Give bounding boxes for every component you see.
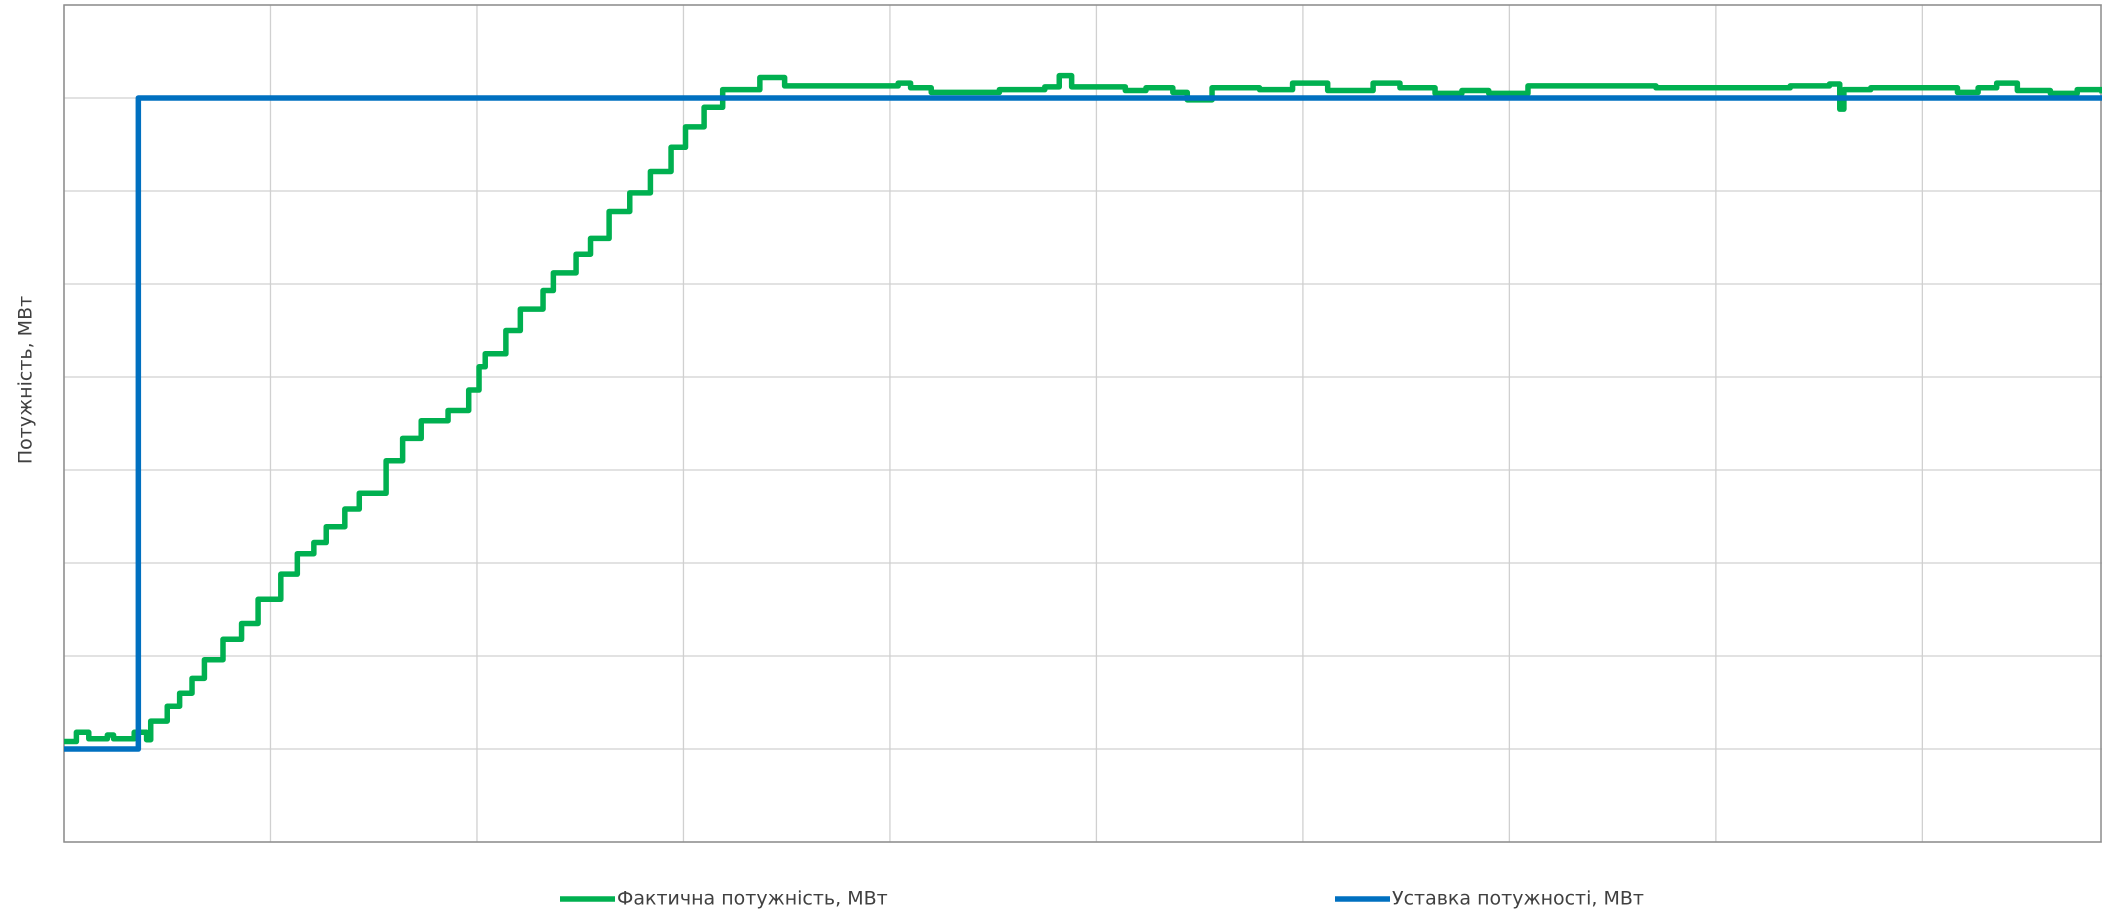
series-line	[64, 72, 2102, 745]
legend-label: Фактична потужність, МВт	[617, 888, 888, 910]
series-line	[64, 95, 2102, 752]
y-axis-label: Потужність, МВт	[15, 296, 37, 464]
legend-label: Уставка потужності, МВт	[1392, 888, 1644, 910]
plot-frame	[63, 4, 2102, 843]
